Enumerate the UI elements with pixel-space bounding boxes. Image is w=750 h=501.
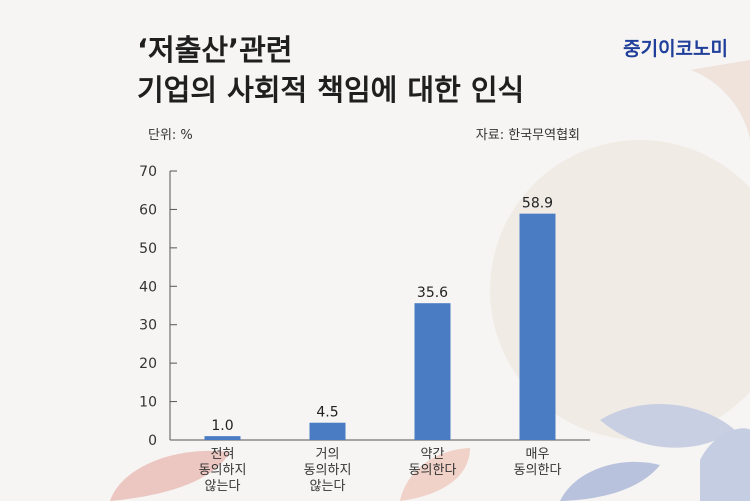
category-label: 거의	[316, 447, 340, 462]
leaf-decoration-right	[700, 428, 750, 501]
y-tick-label: 40	[139, 279, 157, 295]
y-tick-label: 30	[139, 318, 157, 334]
bar	[414, 303, 451, 440]
category-label: 매우	[526, 447, 550, 462]
y-tick-label: 0	[148, 433, 157, 449]
category-label: 동의한다	[409, 463, 457, 478]
brand-logo: 중기이코노미	[623, 38, 728, 60]
category-label: 동의하지	[199, 463, 247, 478]
y-tick-label: 10	[139, 395, 157, 411]
unit-label: 단위: %	[148, 128, 193, 143]
y-tick-label: 70	[139, 164, 157, 180]
data-label: 1.0	[211, 418, 233, 434]
y-tick-label: 60	[139, 202, 157, 218]
chart-title: ‘저출산’관련 기업의 사회적 책임에 대한 인식	[137, 30, 524, 110]
leaf-decoration-bottom-left	[110, 450, 230, 501]
leaf-decoration-top-right	[690, 60, 750, 140]
bars-group	[204, 213, 556, 440]
y-tick-label: 50	[139, 241, 157, 257]
category-label: 동의하지	[304, 463, 352, 478]
leaf-decoration-bottom-right-2	[560, 461, 660, 501]
category-label: 않는다	[205, 479, 241, 494]
bar	[204, 436, 241, 440]
title-line-1: ‘저출산’관련	[137, 33, 293, 67]
category-label: 전혀	[211, 447, 235, 462]
source-label: 자료: 한국무역협회	[475, 128, 580, 143]
bar	[519, 213, 556, 440]
category-label: 않는다	[310, 479, 346, 494]
data-label: 4.5	[316, 405, 338, 421]
y-tick-label: 20	[139, 356, 157, 372]
title-line-2: 기업의 사회적 책임에 대한 인식	[137, 73, 525, 107]
category-label: 약간	[421, 447, 445, 462]
bar	[309, 422, 346, 440]
data-label: 35.6	[417, 285, 448, 301]
leaf-decoration-bottom-right	[600, 403, 735, 448]
category-label: 동의한다	[514, 463, 562, 478]
leaf-decoration-bottom-left-2	[400, 448, 470, 501]
data-labels-group: 1.0 4.5 35.6 58.9	[211, 196, 553, 435]
data-label: 58.9	[522, 196, 553, 212]
